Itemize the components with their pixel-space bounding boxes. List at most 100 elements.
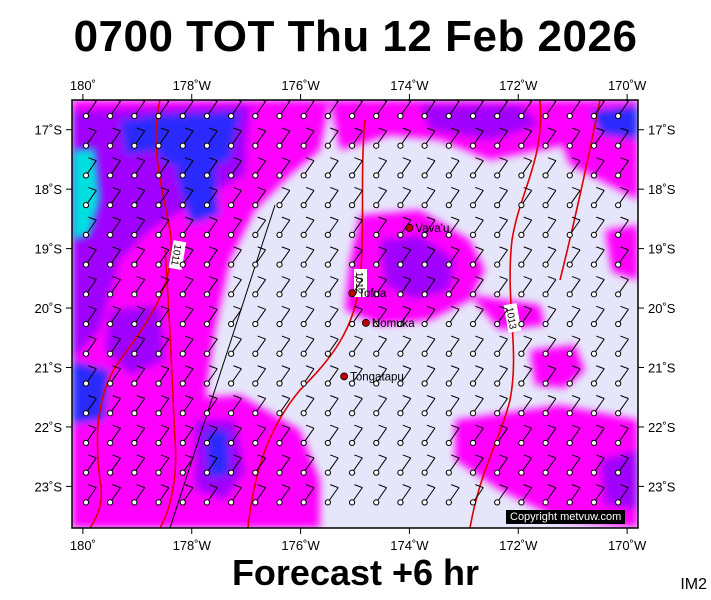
wind-barb bbox=[348, 424, 363, 447]
wind-barb bbox=[276, 365, 291, 387]
wind-barb bbox=[228, 276, 242, 298]
wind-barb bbox=[615, 305, 629, 328]
wind-barb bbox=[252, 127, 267, 149]
map-axes: 180˚ 180˚ 178˚W 178˚W 176˚W 176˚W 174˚W 174˚W 17… bbox=[35, 78, 676, 553]
wind-barb bbox=[542, 305, 557, 328]
wind-barb bbox=[131, 157, 146, 179]
wind-barb bbox=[155, 395, 170, 417]
isobar-label-1013: 1013 bbox=[503, 306, 518, 330]
lat-label-left: 17˚S bbox=[35, 123, 63, 138]
wind-barb bbox=[276, 395, 291, 417]
lat-label-right: 18˚S bbox=[648, 182, 676, 197]
wind-barb bbox=[203, 335, 218, 357]
isobars bbox=[89, 100, 601, 528]
lat-label-right: 17˚S bbox=[648, 123, 676, 138]
wind-barb bbox=[518, 157, 533, 179]
map-title: 0700 TOT Thu 12 Feb 2026 bbox=[73, 12, 638, 61]
lon-label-bottom: 180˚ bbox=[70, 538, 96, 553]
wind-barb bbox=[373, 305, 387, 328]
wind-barb bbox=[107, 216, 121, 238]
wind-barb bbox=[373, 216, 387, 238]
wind-barb bbox=[397, 246, 412, 268]
wind-barb bbox=[590, 484, 605, 506]
wind-barb bbox=[518, 216, 533, 238]
wind-barb bbox=[373, 424, 387, 447]
wind-barb bbox=[494, 365, 508, 387]
wind-barb bbox=[421, 186, 436, 209]
wind-barb bbox=[252, 276, 267, 298]
wind-barb bbox=[494, 454, 508, 476]
wind-barb bbox=[615, 216, 629, 238]
wind-barb bbox=[590, 335, 605, 357]
wind-barb bbox=[131, 100, 146, 120]
wind-barb bbox=[373, 454, 387, 476]
wind-barb bbox=[590, 424, 605, 447]
wind-barb bbox=[494, 335, 508, 357]
wind-barb bbox=[131, 305, 146, 328]
wind-barb bbox=[494, 276, 508, 298]
wind-barb bbox=[397, 127, 412, 149]
wind-barb bbox=[155, 127, 170, 149]
wind-barb bbox=[397, 395, 412, 417]
wind-barb bbox=[445, 276, 460, 298]
place-label: Tofua bbox=[358, 288, 387, 300]
wind-barb bbox=[542, 216, 557, 238]
wind-barb bbox=[131, 276, 146, 298]
wind-barb bbox=[469, 454, 484, 476]
lon-label-top: 170˚W bbox=[608, 78, 647, 93]
wind-barb bbox=[542, 157, 557, 179]
wind-barb bbox=[469, 100, 484, 120]
wind-barb bbox=[179, 395, 194, 417]
wind-barb bbox=[373, 127, 387, 149]
wind-barb bbox=[590, 365, 605, 387]
wind-barb bbox=[324, 100, 339, 120]
wind-barb bbox=[252, 157, 267, 179]
wind-barb bbox=[203, 246, 218, 268]
wind-barb bbox=[542, 484, 557, 506]
wind-barb bbox=[324, 335, 339, 357]
wind-barb bbox=[179, 100, 194, 120]
wind-barb bbox=[179, 424, 194, 447]
wind-barb bbox=[421, 484, 436, 506]
wind-barb bbox=[494, 127, 508, 149]
wind-barb bbox=[252, 246, 267, 268]
wind-barb bbox=[82, 216, 97, 238]
wind-barb bbox=[348, 216, 363, 238]
place-marker bbox=[405, 223, 414, 232]
wind-barbs bbox=[82, 100, 629, 506]
wind-barb bbox=[348, 454, 363, 476]
wind-barb bbox=[107, 157, 121, 179]
wind-barb bbox=[542, 395, 557, 417]
wind-barb bbox=[131, 216, 146, 238]
wind-barb bbox=[300, 484, 315, 506]
wind-barb bbox=[131, 484, 146, 506]
wind-barb bbox=[228, 246, 242, 268]
wind-barb bbox=[518, 454, 533, 476]
wind-barb bbox=[348, 335, 363, 357]
wind-barb bbox=[228, 424, 242, 447]
wind-barb bbox=[445, 100, 460, 120]
wind-barb bbox=[82, 395, 97, 417]
wind-barb bbox=[107, 100, 121, 120]
wind-barb bbox=[566, 305, 581, 328]
wind-barb bbox=[421, 276, 436, 298]
wind-barb bbox=[566, 335, 581, 357]
wind-barb bbox=[469, 246, 484, 268]
wind-barb bbox=[228, 335, 242, 357]
wind-barb bbox=[107, 424, 121, 447]
wind-barb bbox=[300, 100, 315, 120]
wind-barb bbox=[179, 186, 194, 209]
wind-barb bbox=[228, 186, 242, 209]
wind-barb bbox=[82, 100, 97, 120]
wind-barb bbox=[445, 305, 460, 328]
wind-barb bbox=[566, 186, 581, 209]
wind-barb bbox=[107, 186, 121, 209]
wind-barb bbox=[179, 157, 194, 179]
isobar-1012-west bbox=[159, 249, 177, 528]
lat-label-right: 23˚S bbox=[648, 479, 676, 494]
wind-barb bbox=[542, 424, 557, 447]
wind-barb bbox=[228, 216, 242, 238]
wind-barb bbox=[615, 454, 629, 476]
copyright-label: Copyright metvuw.com bbox=[506, 510, 626, 524]
lat-label-right: 20˚S bbox=[648, 301, 676, 316]
